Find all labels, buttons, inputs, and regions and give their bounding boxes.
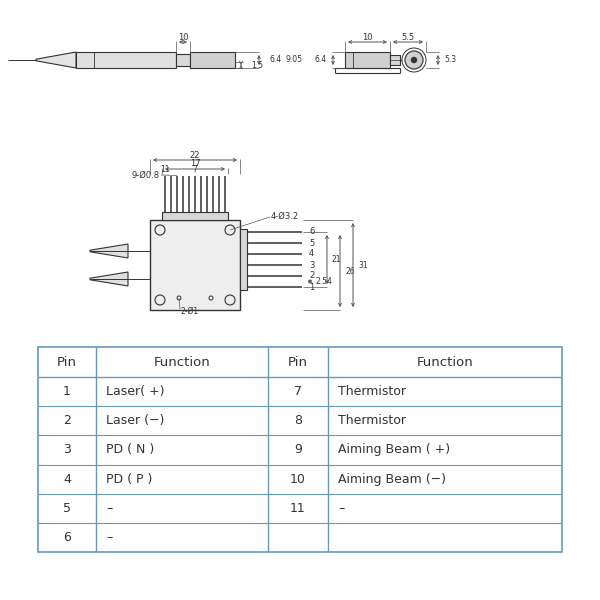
Text: Aiming Beam ( +): Aiming Beam ( +) <box>338 443 450 457</box>
Text: 7: 7 <box>193 166 197 175</box>
Text: 6: 6 <box>63 531 71 544</box>
Text: PD ( N ): PD ( N ) <box>106 443 154 457</box>
Text: 4: 4 <box>63 473 71 485</box>
Text: Pin: Pin <box>57 355 77 368</box>
Text: 22: 22 <box>190 151 200 160</box>
Text: 8: 8 <box>294 414 302 427</box>
Text: 6.4: 6.4 <box>315 55 327 64</box>
Text: –: – <box>106 531 112 544</box>
Text: 5: 5 <box>309 238 314 247</box>
Text: 4: 4 <box>309 250 314 259</box>
Text: 1.5: 1.5 <box>251 61 263 70</box>
Text: 10: 10 <box>178 32 188 41</box>
Text: 4-Ø3.2: 4-Ø3.2 <box>271 211 299 220</box>
Text: 2: 2 <box>63 414 71 427</box>
Text: 5.3: 5.3 <box>444 55 456 64</box>
Text: 9: 9 <box>294 443 302 457</box>
Text: 5.5: 5.5 <box>401 32 415 41</box>
Bar <box>390 55 400 65</box>
Polygon shape <box>90 272 128 286</box>
Bar <box>162 212 228 220</box>
Text: 3: 3 <box>309 260 314 269</box>
Text: 9.05: 9.05 <box>285 55 302 64</box>
Text: 1: 1 <box>309 283 314 292</box>
Circle shape <box>405 51 423 69</box>
Text: 5: 5 <box>63 502 71 515</box>
Circle shape <box>412 58 416 62</box>
Text: 9-Ø0.8: 9-Ø0.8 <box>132 170 160 179</box>
Text: 31: 31 <box>358 260 368 269</box>
Text: Pin: Pin <box>288 355 308 368</box>
Bar <box>176 54 190 66</box>
Text: 7: 7 <box>294 385 302 398</box>
Text: 26: 26 <box>345 266 355 275</box>
Text: 11: 11 <box>160 166 170 175</box>
Bar <box>76 52 176 68</box>
Text: 2-Ø1: 2-Ø1 <box>181 307 199 316</box>
Text: –: – <box>106 502 112 515</box>
Text: 10: 10 <box>290 473 306 485</box>
Text: 21: 21 <box>332 255 341 264</box>
Text: Laser (−): Laser (−) <box>106 414 164 427</box>
Text: 2: 2 <box>309 271 314 280</box>
Text: Function: Function <box>416 355 473 368</box>
Text: 6: 6 <box>309 227 314 236</box>
Polygon shape <box>90 244 128 258</box>
Text: Thermistor: Thermistor <box>338 414 406 427</box>
Text: Function: Function <box>154 355 211 368</box>
Bar <box>150 220 240 310</box>
Text: –: – <box>338 502 344 515</box>
Text: 1: 1 <box>63 385 71 398</box>
Text: 6.4: 6.4 <box>269 55 281 64</box>
Polygon shape <box>36 52 76 68</box>
Bar <box>240 229 247 290</box>
Text: 11: 11 <box>290 502 306 515</box>
Bar <box>38 347 562 552</box>
Text: 10: 10 <box>362 32 373 41</box>
Text: PD ( P ): PD ( P ) <box>106 473 152 485</box>
Bar <box>190 52 235 68</box>
Text: Laser( +): Laser( +) <box>106 385 164 398</box>
Text: 17: 17 <box>190 160 200 169</box>
Bar <box>345 52 390 68</box>
Text: Thermistor: Thermistor <box>338 385 406 398</box>
Text: Aiming Beam (−): Aiming Beam (−) <box>338 473 446 485</box>
Text: 2.54: 2.54 <box>315 277 332 286</box>
Text: 3: 3 <box>63 443 71 457</box>
